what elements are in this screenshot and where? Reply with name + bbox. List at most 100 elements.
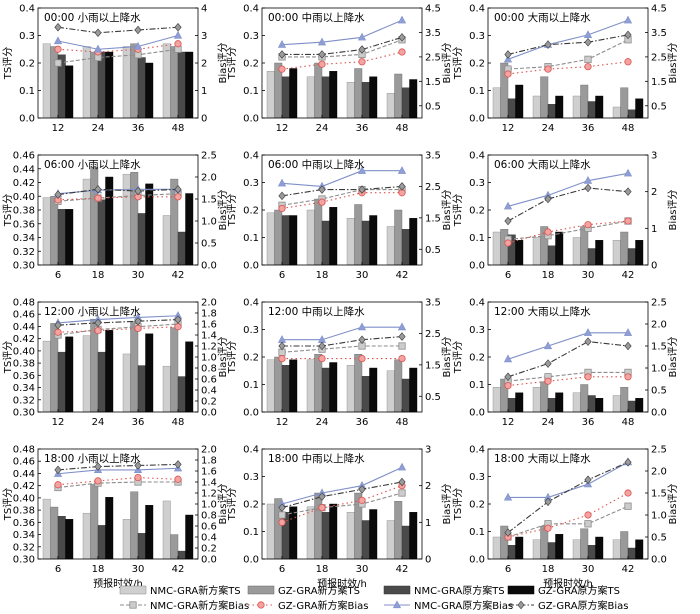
data-point (357, 322, 367, 331)
bar (369, 509, 378, 560)
x-tick-label: 42 (622, 564, 635, 575)
y2-axis-label: Bias评分 (217, 484, 229, 525)
bar (620, 87, 629, 119)
data-point (358, 45, 366, 54)
data-point (503, 354, 513, 363)
x-tick-label: 42 (622, 270, 635, 281)
y-tick-label: 0.44 (13, 164, 35, 175)
bar (555, 392, 564, 413)
bar (346, 218, 355, 266)
series-line (281, 345, 402, 353)
series-line (507, 187, 629, 222)
x-tick-label: 24 (316, 123, 329, 134)
y2-axis-label: Bias评分 (441, 337, 453, 378)
data-point (504, 50, 512, 59)
y2-tick-label: 0.0 (651, 408, 667, 419)
data-point (318, 198, 326, 206)
legend-swatch (247, 585, 275, 595)
y2-tick-label: 1 (425, 518, 431, 529)
y2-tick-label: 0.5 (651, 101, 667, 112)
y2-tick-label: 2.5 (651, 445, 667, 456)
y2-tick-label: 1.5 (201, 195, 217, 206)
y2-tick-label: 0.8 (201, 511, 217, 522)
y2-tick-label: 4.5 (651, 4, 667, 15)
bar (50, 46, 59, 119)
data-point (278, 204, 286, 213)
data-point (278, 511, 286, 519)
bar (409, 218, 418, 266)
y2-tick-label: 1.0 (201, 353, 217, 364)
bar (145, 333, 154, 413)
data-point (583, 328, 593, 336)
y2-tick-label: 0.5 (651, 533, 667, 544)
data-point (278, 341, 286, 351)
bar (185, 51, 194, 119)
y2-tick-label: 1.5 (651, 77, 667, 88)
y2-axis-label: Bias评分 (441, 43, 453, 84)
bar (42, 197, 51, 266)
bar (507, 398, 516, 413)
data-point (358, 354, 366, 363)
bar (394, 501, 403, 560)
bar (137, 213, 146, 266)
bar (266, 359, 275, 413)
bar (409, 367, 418, 413)
y2-axis-label: Bias评分 (667, 337, 679, 378)
bar (57, 351, 66, 413)
bar (354, 354, 363, 413)
y2-tick-label: 0.2 (201, 544, 217, 555)
bar (500, 229, 509, 266)
y2-tick-label: 2.0 (651, 320, 667, 331)
y2-tick-label: 0.5 (425, 245, 441, 256)
y2-tick-label: 0.6 (201, 522, 217, 533)
data-point (278, 354, 286, 363)
chart-title: 06:00 中雨以上降水 (268, 158, 365, 171)
bar (329, 207, 338, 266)
series-line (507, 461, 629, 534)
bar (580, 384, 589, 413)
data-point (544, 228, 552, 236)
y-axis-label: TS评分 (226, 194, 238, 227)
series-line (282, 39, 403, 58)
x-tick-label: 12 (502, 417, 515, 428)
legend-item: NMC-GRA原方案Bias (384, 599, 513, 612)
y2-tick-label: 1.5 (651, 489, 667, 500)
y-tick-label: 0.32 (13, 247, 35, 258)
data-point (544, 194, 552, 204)
y-tick-label: 0.38 (13, 206, 35, 217)
data-point (503, 201, 513, 210)
y-tick-label: 0.42 (13, 334, 35, 345)
bar (361, 82, 370, 119)
legend-item: NMC-GRA新方案TS (119, 584, 241, 597)
y2-tick-label: 3 (651, 151, 657, 162)
x-axis-label: 预报时效/h (317, 577, 367, 590)
y-tick-label: 0.0 (469, 408, 485, 419)
bar (274, 209, 283, 266)
x-tick-label: 6 (279, 564, 285, 575)
y2-tick-label: 0.5 (425, 392, 441, 403)
legend-label: NMC-GRA新方案TS (150, 584, 241, 597)
y2-tick-label: 1.5 (425, 360, 441, 371)
y-tick-label: 0.1 (469, 527, 485, 538)
series-line (57, 319, 179, 326)
bar (394, 209, 403, 266)
data-point (398, 354, 406, 363)
bar (620, 531, 629, 560)
y2-tick-label: 0.5 (425, 101, 441, 112)
bar (306, 209, 315, 266)
y2-tick-label: 1.2 (201, 342, 217, 353)
bar (409, 79, 418, 119)
series-line (281, 481, 403, 509)
x-tick-label: 24 (542, 417, 555, 428)
y2-tick-label: 0.0 (201, 261, 217, 272)
bar (90, 484, 99, 560)
x-tick-label: 48 (172, 417, 185, 428)
x-tick-label: 12 (52, 417, 65, 428)
data-point (584, 63, 592, 71)
y-tick-label: 0.0 (243, 114, 259, 125)
bar (515, 536, 524, 560)
chart-panel: 0.300.320.340.360.380.400.420.440.460.48… (2, 445, 229, 591)
y2-tick-label: 0.4 (201, 533, 217, 544)
bar (321, 367, 330, 413)
series-line (281, 192, 402, 209)
